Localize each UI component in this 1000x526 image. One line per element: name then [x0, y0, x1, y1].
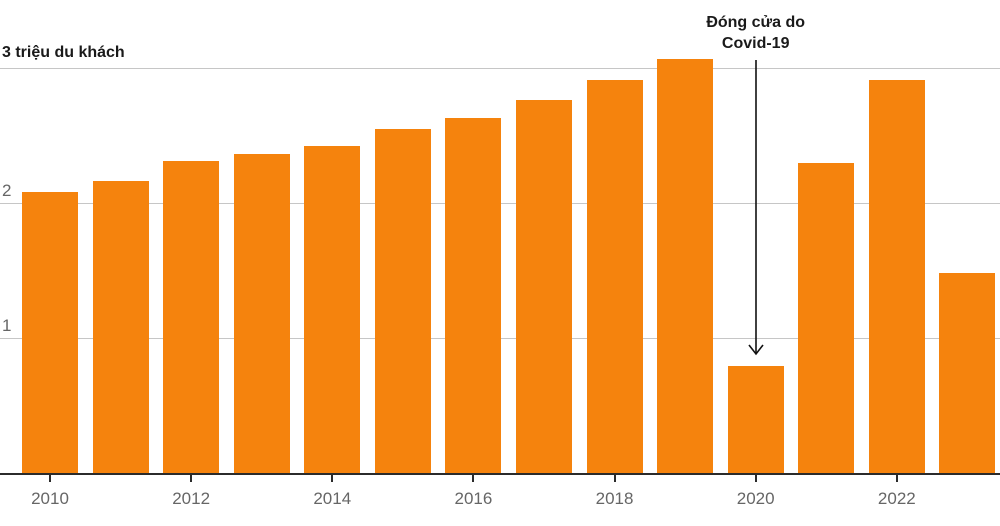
- bar-2019: [657, 58, 714, 473]
- covid-annotation-line1: Đóng cửa do: [706, 14, 806, 31]
- x-tick-label-2016: 2016: [454, 489, 493, 508]
- covid-annotation-line2: Covid-19: [721, 35, 790, 52]
- x-tick-label-2012: 2012: [172, 489, 211, 508]
- x-tick-2018: [613, 475, 616, 482]
- down-arrow-icon: [748, 60, 764, 356]
- x-tick-label-2014: 2014: [313, 489, 352, 508]
- y-tick-label-2: 2: [2, 181, 12, 200]
- bar-2015: [374, 128, 431, 473]
- covid-annotation: Đóng cửa do Covid-19: [646, 12, 866, 54]
- x-tick-label-2018: 2018: [595, 489, 634, 508]
- bar-2018: [586, 80, 643, 473]
- y-axis-top-label: 3 triệu du khách: [2, 44, 125, 61]
- y-tick-label-1: 1: [2, 316, 12, 335]
- x-tick-2022: [895, 475, 898, 482]
- x-tick-2010: [49, 475, 51, 482]
- bar-2016: [445, 117, 502, 473]
- bar-2011: [92, 181, 149, 473]
- bar-2014: [304, 146, 361, 473]
- x-tick-2014: [331, 475, 334, 482]
- bar-2020: [727, 366, 784, 473]
- x-tick-2020: [754, 475, 757, 482]
- x-tick-2016: [472, 475, 475, 482]
- gridline-3: [0, 67, 1000, 69]
- bar-2013: [233, 154, 290, 473]
- x-tick-2012: [190, 475, 193, 482]
- x-tick-label-2020: 2020: [736, 489, 775, 508]
- bar-2010: [22, 192, 78, 473]
- x-tick-label-2010: 2010: [31, 489, 69, 508]
- x-axis-line: [0, 473, 1000, 475]
- bar-2012: [163, 161, 220, 473]
- bar-2021: [798, 162, 855, 473]
- x-tick-label-2022: 2022: [877, 489, 916, 508]
- bar-2022: [868, 80, 925, 473]
- bar-2017: [515, 100, 572, 473]
- bar-2023: [939, 273, 996, 473]
